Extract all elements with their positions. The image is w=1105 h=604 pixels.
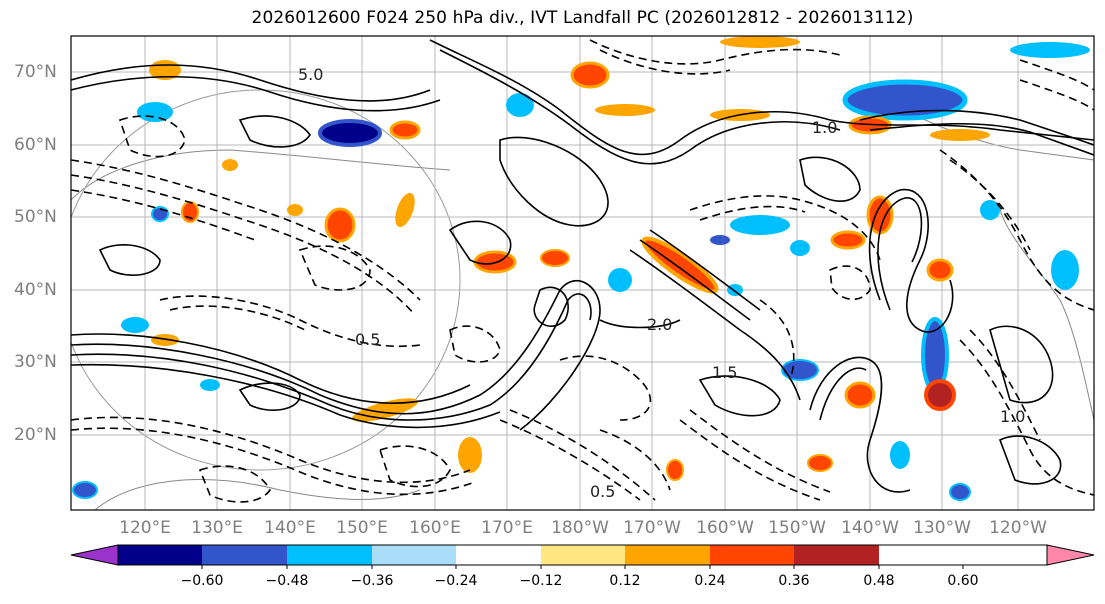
coastlines	[71, 89, 1094, 510]
colorbar-tick-label: −0.36	[350, 573, 394, 589]
colorbar-tick-label: −0.60	[180, 573, 224, 589]
lat-label: 20°N	[14, 425, 57, 445]
map-frame	[70, 35, 1095, 511]
lon-label: 170°W	[623, 518, 681, 538]
colorbar-segment	[456, 545, 541, 565]
lon-label: 180°W	[551, 518, 609, 538]
lon-label: 140°E	[264, 518, 316, 538]
contour-label: 5.0	[298, 65, 323, 84]
contour-label: 0.5	[590, 482, 615, 501]
lon-label: 140°W	[841, 518, 899, 538]
graticule	[71, 36, 1094, 510]
colorbar-tick-label: 0.60	[947, 573, 979, 589]
lon-label: 130°W	[913, 518, 971, 538]
colorbar-tick-label: −0.24	[434, 573, 478, 589]
contour-label: 1.0	[812, 118, 837, 137]
contour-label: 1.5	[712, 363, 737, 382]
lon-label: 120°E	[119, 518, 171, 538]
colorbar-tick-label: 0.24	[694, 573, 726, 589]
colorbar-tick-label: −0.48	[265, 573, 309, 589]
colorbar-segment	[372, 545, 456, 565]
colorbar-segment	[710, 545, 794, 565]
colorbar-frame	[117, 544, 1048, 566]
lon-label: 150°E	[336, 518, 388, 538]
contour-label: 2.0	[647, 315, 672, 334]
lon-label: 150°W	[768, 518, 826, 538]
lat-label: 30°N	[14, 352, 57, 372]
lon-label: 170°E	[481, 518, 533, 538]
colorbar	[70, 544, 1095, 569]
colorbar-tick-label: 0.36	[778, 573, 810, 589]
colorbar-extend-high	[1046, 544, 1095, 566]
lat-label: 70°N	[14, 62, 57, 82]
divergence-patches	[72, 36, 1090, 501]
colorbar-extend-low	[70, 544, 119, 566]
contour-label: 0.5	[355, 330, 380, 349]
colorbar-tick-label: 0.12	[609, 573, 641, 589]
lat-label: 40°N	[14, 280, 57, 300]
lon-label: 160°W	[696, 518, 754, 538]
colorbar-segment	[202, 545, 287, 565]
map-field: 5.0 1.0 2.0 0.5 1.5 1.0 0.5	[71, 36, 1094, 510]
contour-label: 1.0	[1000, 407, 1025, 426]
colorbar-segment	[794, 545, 879, 565]
lon-label: 120°W	[989, 518, 1047, 538]
colorbar-tick-label: −0.12	[519, 573, 563, 589]
lon-label: 130°E	[191, 518, 243, 538]
solid-contours	[71, 39, 1094, 493]
lat-label: 60°N	[14, 135, 57, 155]
lon-label: 160°E	[409, 518, 461, 538]
colorbar-segment	[625, 545, 710, 565]
contour-labels: 5.0 1.0 2.0 0.5 1.5 1.0 0.5	[298, 65, 1025, 501]
map-title: 2026012600 F024 250 hPa div., IVT Landfa…	[251, 8, 914, 28]
dashed-contours	[71, 39, 1094, 503]
colorbar-segment	[118, 545, 202, 565]
colorbar-segment	[541, 545, 625, 565]
colorbar-segment	[287, 545, 372, 565]
lat-label: 50°N	[14, 207, 57, 227]
colorbar-tick-label: 0.48	[863, 573, 895, 589]
